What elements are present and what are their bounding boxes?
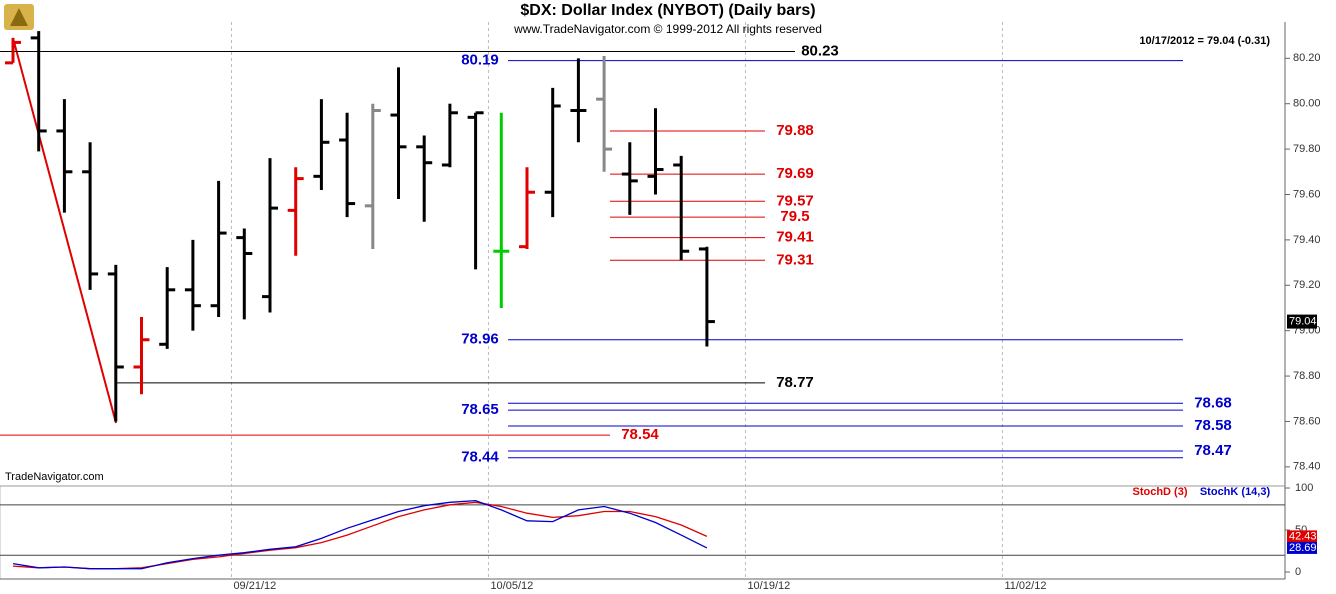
x-tick-label: 10/19/12	[747, 580, 790, 592]
level-label: 79.41	[776, 229, 814, 246]
last-price-box	[1287, 314, 1317, 329]
source-label: TradeNavigator.com	[5, 471, 104, 483]
last-price-info: 10/17/2012 = 79.04 (-0.31)	[1139, 35, 1270, 47]
y-tick-label: 78.60	[1293, 415, 1321, 427]
y-tick-label: 78.80	[1293, 370, 1321, 382]
level-label: 79.88	[776, 122, 814, 139]
y-tick-label: 100	[1295, 482, 1313, 494]
last-value-label: 42.43	[1289, 530, 1317, 542]
level-label: 78.77	[776, 374, 814, 391]
level-label: 78.44	[461, 449, 499, 466]
chart-subtitle: www.TradeNavigator.com © 1999-2012 All r…	[513, 22, 822, 36]
logo-mark	[10, 8, 28, 26]
y-tick-label: 0	[1295, 566, 1301, 578]
level-label: 78.65	[461, 401, 499, 418]
x-tick-label: 09/21/12	[233, 580, 276, 592]
chart-title: $DX: Dollar Index (NYBOT) (Daily bars)	[520, 2, 815, 19]
level-label: 78.58	[1194, 417, 1232, 434]
last-value-label: 28.69	[1289, 542, 1317, 554]
y-tick-label: 80.00	[1293, 98, 1321, 110]
legend-entry: StochD (3)	[1133, 486, 1188, 498]
x-tick-label: 10/05/12	[490, 580, 533, 592]
stoch-line	[12, 499, 708, 570]
x-tick-label: 11/02/12	[1004, 580, 1046, 592]
y-tick-label: 80.20	[1293, 52, 1321, 64]
level-label: 79.69	[776, 165, 814, 182]
legend-entry: StochK (14,3)	[1200, 486, 1271, 498]
level-label: 79.57	[776, 192, 814, 209]
y-tick-label: 79.40	[1293, 234, 1321, 246]
level-label: 79.31	[776, 251, 814, 268]
level-label: 79.5	[780, 208, 809, 225]
trend-line	[12, 37, 117, 424]
y-tick-label: 79.60	[1293, 188, 1321, 200]
level-label: 78.54	[621, 426, 659, 443]
y-tick-label: 79.20	[1293, 279, 1321, 291]
level-label: 78.96	[461, 331, 499, 348]
last-value-box	[1287, 530, 1317, 543]
level-label: 80.23	[801, 42, 839, 59]
logo	[4, 4, 34, 30]
last-price-label: 79.04	[1289, 315, 1317, 327]
last-value-box	[1287, 541, 1317, 554]
level-label: 78.68	[1194, 394, 1232, 411]
y-tick-label: 78.40	[1293, 461, 1321, 473]
level-label: 78.47	[1194, 442, 1232, 459]
level-label: 80.19	[461, 52, 499, 69]
y-tick-label: 79.80	[1293, 143, 1321, 155]
